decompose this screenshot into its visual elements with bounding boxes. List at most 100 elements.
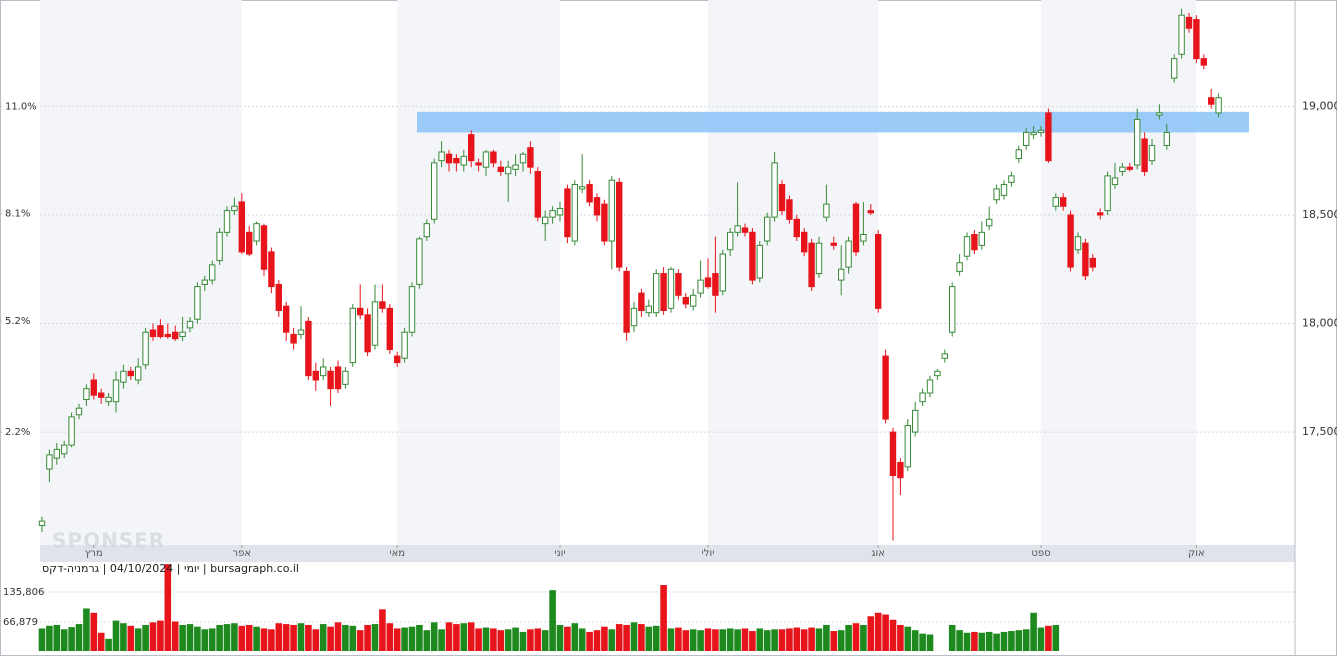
candle-body bbox=[1008, 175, 1015, 183]
candle-body bbox=[719, 253, 726, 292]
month-band bbox=[708, 0, 879, 545]
candle-body bbox=[1148, 144, 1156, 162]
candle-body bbox=[194, 286, 201, 320]
volume-bar bbox=[1000, 631, 1008, 651]
volume-bar bbox=[660, 585, 667, 651]
candle-body bbox=[283, 305, 290, 333]
volume-bar bbox=[379, 609, 386, 651]
volume-bar bbox=[904, 626, 912, 651]
volume-bar bbox=[490, 628, 497, 651]
volume-bar bbox=[704, 628, 712, 651]
volume-bar bbox=[460, 623, 468, 651]
candle-body bbox=[75, 407, 83, 416]
candle-body bbox=[808, 242, 815, 288]
candle-body bbox=[586, 184, 593, 203]
volume-bar bbox=[630, 622, 638, 651]
candle-body bbox=[1067, 214, 1074, 268]
candle-body bbox=[38, 520, 46, 526]
candle-body bbox=[1089, 257, 1096, 268]
volume-bar bbox=[519, 631, 527, 651]
candle-body bbox=[542, 216, 549, 225]
volume-bar bbox=[697, 630, 704, 651]
volume-bar bbox=[786, 628, 793, 651]
candle-body bbox=[978, 231, 985, 246]
candle-body bbox=[238, 201, 246, 253]
volume-bar bbox=[105, 638, 112, 651]
volume-bar bbox=[453, 624, 460, 651]
candle-body bbox=[305, 320, 312, 377]
candle-body bbox=[889, 431, 897, 477]
candle-body bbox=[793, 218, 800, 238]
volume-bar bbox=[978, 632, 986, 651]
volume-bar bbox=[852, 623, 860, 651]
candle-body bbox=[1000, 184, 1008, 196]
volume-bar bbox=[416, 624, 423, 651]
volume-bar bbox=[179, 624, 186, 651]
candle-body bbox=[1141, 138, 1148, 173]
volume-bar bbox=[216, 624, 223, 651]
volume-bar bbox=[68, 627, 75, 651]
volume-bar bbox=[127, 625, 135, 651]
candle-body bbox=[704, 277, 712, 288]
candle-body bbox=[482, 151, 490, 168]
volume-bar bbox=[860, 624, 867, 651]
candle-body bbox=[253, 223, 260, 242]
volume-bar bbox=[319, 624, 327, 651]
volume-bar bbox=[83, 608, 90, 651]
source-label: יומי | 04/10/2024 | גרמניה-דקס | bursagr… bbox=[42, 562, 299, 575]
candle-body bbox=[149, 329, 157, 338]
candle-body bbox=[823, 203, 830, 218]
month-band bbox=[1041, 0, 1197, 545]
candle-body bbox=[357, 307, 364, 316]
volume-bar bbox=[830, 631, 838, 651]
candle-body bbox=[986, 218, 993, 227]
volume-bar bbox=[238, 625, 246, 651]
candle-body bbox=[46, 454, 53, 470]
candle-body bbox=[505, 166, 512, 175]
candle-body bbox=[1193, 19, 1200, 60]
volume-bar bbox=[1045, 625, 1052, 651]
candle-body bbox=[120, 370, 127, 383]
volume-bar bbox=[171, 621, 179, 651]
candle-body bbox=[201, 279, 209, 285]
candle-body bbox=[941, 353, 948, 359]
volume-bar bbox=[601, 626, 608, 651]
candle-body bbox=[1023, 131, 1030, 146]
volume-bar bbox=[564, 626, 571, 651]
candle-body bbox=[216, 231, 223, 262]
volume-bar bbox=[763, 630, 771, 651]
volume-bar bbox=[223, 624, 231, 651]
candle-body bbox=[519, 153, 527, 164]
volume-bar bbox=[911, 630, 919, 651]
volume-bar bbox=[268, 629, 275, 651]
candle-body bbox=[564, 188, 571, 238]
candle-body bbox=[838, 268, 845, 281]
volume-bar bbox=[652, 625, 660, 651]
candle-body bbox=[956, 262, 963, 272]
volume-tick-label: 66,879 bbox=[3, 617, 38, 628]
volume-bar bbox=[386, 623, 394, 651]
candle-body bbox=[1097, 212, 1104, 216]
candle-body bbox=[875, 234, 882, 309]
candle-body bbox=[630, 307, 638, 327]
volume-bar bbox=[808, 627, 815, 651]
candle-body bbox=[608, 179, 615, 242]
candle-body bbox=[675, 273, 682, 296]
candle-body bbox=[334, 366, 342, 390]
x-tick-label: ספט bbox=[1031, 548, 1050, 559]
volume-bar bbox=[985, 631, 993, 651]
candle-body bbox=[53, 448, 60, 459]
volume-bar bbox=[712, 629, 719, 651]
candle-body bbox=[860, 234, 867, 242]
candle-body bbox=[394, 355, 401, 364]
volume-bar bbox=[112, 620, 120, 651]
volume-bar bbox=[919, 633, 926, 651]
candle-body bbox=[579, 186, 586, 190]
volume-bar bbox=[312, 629, 320, 651]
candle-body bbox=[1215, 97, 1222, 114]
volume-bar bbox=[1052, 624, 1060, 651]
candle-body bbox=[342, 370, 349, 385]
candle-body bbox=[1037, 129, 1045, 133]
candle-body bbox=[1185, 16, 1193, 29]
